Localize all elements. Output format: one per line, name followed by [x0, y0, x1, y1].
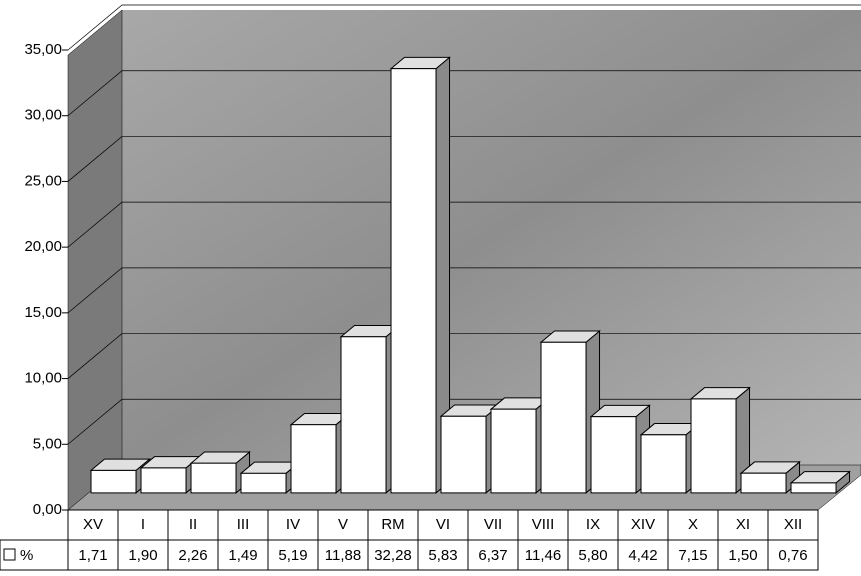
- category-label: VII: [484, 516, 502, 533]
- value-label: 5,19: [278, 547, 307, 564]
- legend-label: %: [20, 547, 33, 564]
- bar-front: [640, 434, 687, 494]
- category-label: IX: [586, 516, 600, 533]
- bar-front: [190, 462, 237, 494]
- bar-front: [490, 408, 537, 494]
- category-label: XV: [83, 516, 103, 533]
- bar-front: [340, 336, 387, 494]
- y-tick-label: 0,00: [33, 501, 62, 518]
- y-tick-label: 10,00: [24, 370, 62, 387]
- grid: 0,00 5,00 10,00 15,00 20,00 25,00 30,00 35,00: [24, 4, 861, 518]
- bar: [739, 460, 801, 494]
- y-tick-label: 15,00: [24, 304, 62, 321]
- grid-line: [67, 333, 861, 379]
- grid-line: [67, 398, 861, 445]
- value-label: 6,37: [478, 547, 507, 564]
- value-label: 11,88: [325, 547, 361, 564]
- table-header-row: [67, 509, 819, 541]
- bar-front: [540, 341, 587, 494]
- bar-front: [240, 472, 287, 494]
- data-table: % XV 1,71 I 1,90 II 2,26 III 1,49 IV 5,19 V 11,88 RM…: [0, 509, 819, 571]
- bar-front: [440, 415, 487, 494]
- bar-front: [90, 469, 137, 494]
- bar: [789, 470, 851, 494]
- bar-front: [290, 424, 337, 494]
- category-label: I: [141, 516, 145, 533]
- grid-line: [67, 4, 861, 51]
- value-label: 1,49: [228, 547, 257, 564]
- category-label: V: [338, 516, 348, 533]
- bar-front: [390, 68, 437, 494]
- grid-line: [67, 136, 861, 182]
- category-label: II: [189, 516, 197, 533]
- category-label: VIII: [532, 516, 555, 533]
- category-label: RM: [381, 516, 404, 533]
- value-label: 5,83: [428, 547, 457, 564]
- value-label: 32,28: [374, 547, 412, 564]
- y-tick-label: 20,00: [24, 238, 62, 255]
- grid-line: [67, 70, 861, 116]
- value-label: 5,80: [578, 547, 607, 564]
- bar: [89, 458, 151, 494]
- value-label: 1,50: [728, 547, 757, 564]
- category-label: IV: [286, 516, 300, 533]
- grid-line: [67, 267, 861, 314]
- category-label: XIV: [631, 516, 655, 533]
- y-tick-label: 30,00: [24, 107, 62, 124]
- bars: [89, 56, 851, 494]
- value-label: 4,42: [628, 547, 657, 564]
- category-label: III: [237, 516, 250, 533]
- bar-front: [740, 472, 787, 494]
- y-tick-label: 35,00: [24, 41, 62, 58]
- bar-front: [590, 416, 637, 494]
- value-label: 7,15: [678, 547, 707, 564]
- bar: [389, 56, 451, 494]
- legend-key: [3, 548, 16, 561]
- category-label: VI: [436, 516, 450, 533]
- value-label: 2,26: [178, 547, 207, 564]
- bar-front: [790, 482, 837, 494]
- side-wall: [67, 9, 123, 511]
- value-label: 1,71: [78, 547, 107, 564]
- category-label: XII: [784, 516, 802, 533]
- bar-front: [690, 398, 737, 494]
- y-tick-label: 5,00: [33, 435, 62, 452]
- value-label: 11,46: [525, 547, 561, 564]
- value-label: 0,76: [778, 547, 807, 564]
- grid-line: [67, 201, 861, 248]
- category-label: XI: [736, 516, 750, 533]
- category-label: X: [688, 516, 698, 533]
- value-label: 1,90: [128, 547, 157, 564]
- y-tick-label: 25,00: [24, 172, 62, 189]
- table-value-row: [0, 539, 819, 571]
- bar: [689, 386, 751, 494]
- bar: [339, 324, 401, 494]
- bar-front: [140, 467, 187, 494]
- back-wall: [122, 10, 861, 465]
